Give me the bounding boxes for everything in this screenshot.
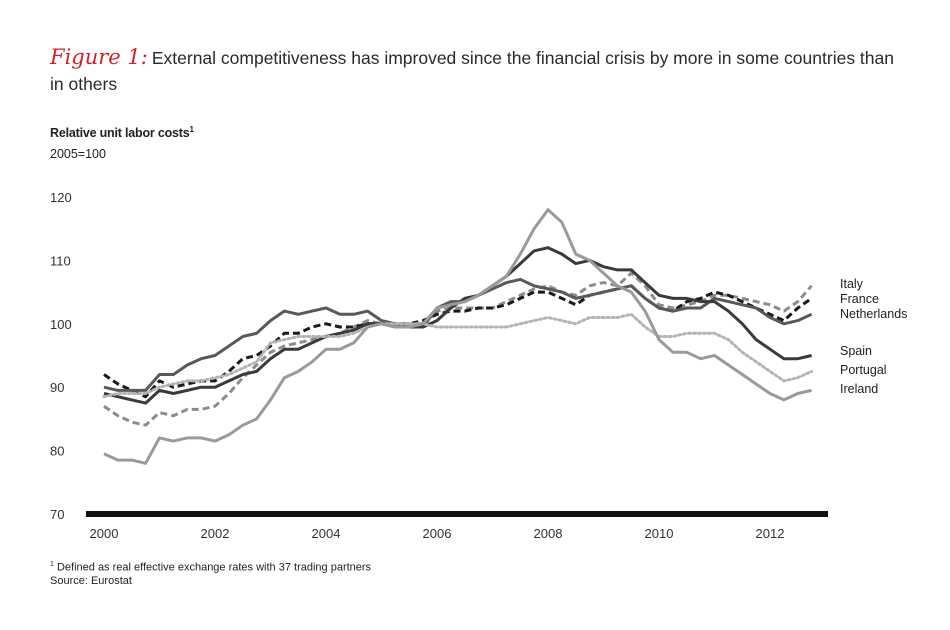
y-tick-label: 70 [50, 507, 64, 522]
y-tick-label: 90 [50, 380, 64, 395]
series-label-portugal: Portugal [840, 363, 887, 377]
footnote: 1 Defined as real effective exchange rat… [50, 558, 371, 588]
y-tick-label: 100 [50, 317, 72, 332]
source-note: Source: Eurostat [50, 574, 132, 587]
series-label-spain: Spain [840, 344, 872, 358]
x-tick-label: 2012 [756, 526, 785, 541]
series-line-ireland [103, 208, 812, 465]
series-label-netherlands: Netherlands [840, 307, 907, 321]
y-tick-label: 120 [50, 190, 72, 205]
x-tick-label: 2004 [312, 526, 341, 541]
footnote-line: 1 Defined as real effective exchange rat… [50, 558, 371, 575]
x-tick-label: 2008 [534, 526, 563, 541]
x-tick-label: 2010 [645, 526, 674, 541]
y-axis-label-text: Relative unit labor costs [50, 126, 190, 141]
x-tick-label: 2006 [423, 526, 452, 541]
x-tick-label: 2002 [201, 526, 230, 541]
chart-title: Figure 1: External competitiveness has im… [50, 44, 910, 97]
y-axis-label: Relative unit labor costs1 [50, 125, 194, 140]
series-line-netherlands [103, 277, 813, 392]
y-tick-label: 110 [50, 253, 71, 268]
title-text: External competitiveness has improved si… [50, 48, 894, 94]
y-axis-base-note: 2005=100 [50, 147, 106, 161]
x-tick-label: 2000 [90, 526, 119, 541]
y-axis-footnote-marker: 1 [189, 125, 194, 134]
series-label-italy: Italy [840, 277, 864, 291]
figure-label: Figure 1: [50, 45, 148, 69]
footnote-marker: 1 [50, 561, 54, 568]
series-label-ireland: Ireland [840, 382, 878, 396]
series-line-italy [103, 271, 813, 427]
series-label-france: France [840, 292, 879, 306]
y-tick-label: 80 [50, 444, 64, 459]
series-line-portugal [102, 312, 814, 399]
footnote-text: Defined as real effective exchange rates… [56, 561, 372, 574]
